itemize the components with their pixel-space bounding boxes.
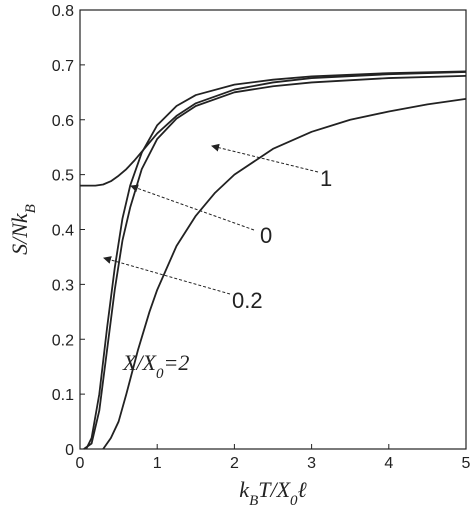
annotation-part: 0.2 <box>232 288 263 313</box>
y-tick-label: 0 <box>65 442 74 459</box>
annotation-part: 1 <box>320 166 332 191</box>
x-axis-label-part: ℓ <box>298 477 308 502</box>
annotation-part: 0 <box>260 223 272 248</box>
x-axis-label-part: k <box>239 477 250 502</box>
y-tick-label: 0.7 <box>52 58 74 75</box>
x-axis-label-part: B <box>249 493 258 505</box>
annotation-part: 0 <box>156 366 164 382</box>
x-tick-label: 1 <box>153 455 162 472</box>
annotation-part: =2 <box>164 350 190 375</box>
curve <box>83 74 467 450</box>
y-tick-label: 0.1 <box>52 387 74 404</box>
y-axis-label-part: B <box>23 204 39 213</box>
annotation-arrow <box>130 184 255 231</box>
x-tick-label: 0 <box>76 455 85 472</box>
annotation: X/X0=2 <box>122 350 189 382</box>
y-tick-label: 0.6 <box>52 113 74 130</box>
annotation-arrow <box>103 256 231 295</box>
x-tick-label: 4 <box>384 455 393 472</box>
annotation: 0 <box>260 223 272 248</box>
curve <box>102 98 467 450</box>
plot-frame <box>79 9 467 450</box>
curve <box>85 70 467 450</box>
x-axis-label-part: 0 <box>290 493 298 505</box>
y-tick-label: 0.3 <box>52 277 74 294</box>
x-tick-label: 5 <box>462 455 471 472</box>
y-axis-label-part: S/Nk <box>7 212 32 255</box>
annotation: 1 <box>320 166 332 191</box>
annotation: 0.2 <box>232 288 263 313</box>
y-tick-label: 0.8 <box>52 3 74 20</box>
curve <box>80 71 467 187</box>
x-axis-label-part: T/X <box>258 477 291 502</box>
y-tick-label: 0.5 <box>52 168 74 185</box>
x-axis-label: kBT/X0ℓ <box>239 477 307 505</box>
y-axis-label: S/NkB <box>7 204 39 255</box>
y-tick-label: 0.2 <box>52 332 74 349</box>
x-tick-label: 2 <box>230 455 239 472</box>
annotation-arrow <box>211 143 319 173</box>
y-tick-label: 0.4 <box>52 223 74 240</box>
x-tick-label: 3 <box>307 455 316 472</box>
annotation-part: X/X <box>122 350 158 375</box>
